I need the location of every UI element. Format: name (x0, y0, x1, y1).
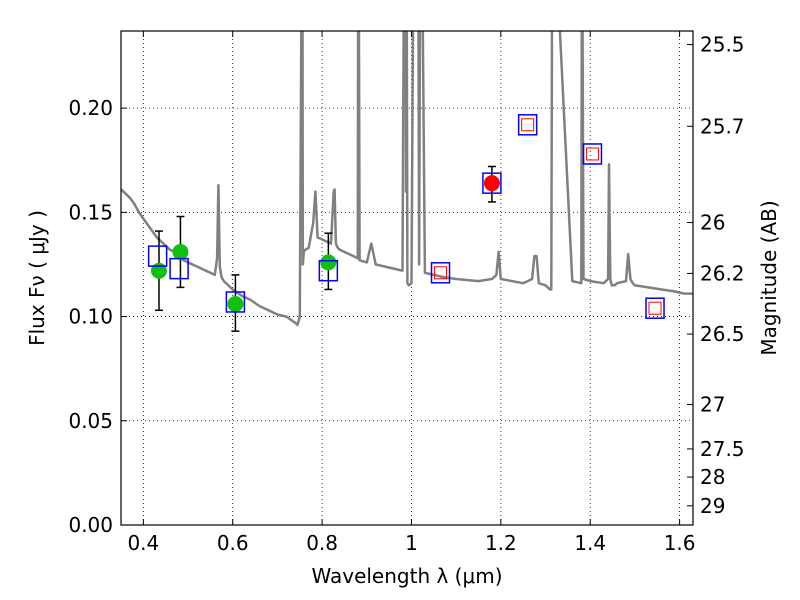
model-point-square (169, 257, 189, 280)
upper-limit-square (648, 301, 662, 315)
x-tick-label: 1.6 (664, 531, 696, 555)
points-layer (147, 114, 665, 332)
observed-point (320, 254, 337, 271)
y-axis-title: Flux Fν ( μJy ) (25, 210, 49, 346)
y2-tick-label: 25.7 (700, 114, 745, 138)
y-tick-label: 0.00 (68, 513, 113, 537)
y2-tick-label: 29 (700, 494, 725, 518)
observed-point (483, 175, 500, 192)
x-axis-title: Wavelength λ (μm) (311, 564, 502, 588)
y-tick-label: 0.05 (68, 409, 113, 433)
y2-tick-label: 26.5 (700, 322, 745, 346)
model-point-square (147, 245, 168, 267)
observed-point (172, 243, 189, 260)
plot-frame (120, 30, 694, 526)
y2-tick-label: 25.5 (700, 33, 745, 57)
spectrum-layer (121, 31, 693, 327)
y2-tick-label: 27.5 (700, 437, 745, 461)
upper-limit-square (521, 118, 535, 132)
x-tick-label: 0.4 (127, 531, 159, 555)
model-point-square (318, 259, 339, 282)
model-point-square (482, 172, 502, 194)
model-point-square (430, 262, 451, 284)
y-tick-label: 0.15 (68, 200, 113, 224)
y-tick-label: 0.20 (68, 96, 113, 120)
model-spectrum-line (121, 31, 693, 327)
upper-limit-square (585, 147, 599, 161)
model-point-square (645, 297, 665, 319)
y2-tick-label: 27 (700, 393, 725, 417)
model-point-square (517, 114, 538, 136)
x-tick-label: 0.6 (217, 531, 249, 555)
y2-tick-label: 28 (700, 465, 725, 489)
observed-point (150, 262, 167, 279)
observed-point (227, 296, 244, 313)
y2-tick-label: 26.2 (700, 261, 745, 285)
ticks-layer: 0.4 0.6 0.8 1 1.2 1.4 1.6 0.00 0.05 0.10 0.15 0.20 2… (68, 31, 745, 555)
y-tick-label: 0.10 (68, 305, 113, 329)
x-tick-label: 0.8 (306, 531, 338, 555)
y2-axis-title: Magnitude (AB) (757, 200, 781, 355)
x-tick-label: 1.2 (485, 531, 517, 555)
x-tick-label: 1.4 (574, 531, 606, 555)
x-tick-label: 1 (405, 531, 418, 555)
model-point-square (225, 291, 246, 313)
y2-tick-label: 26 (700, 211, 725, 235)
upper-limit-square (434, 266, 448, 280)
model-point-square (582, 143, 603, 165)
